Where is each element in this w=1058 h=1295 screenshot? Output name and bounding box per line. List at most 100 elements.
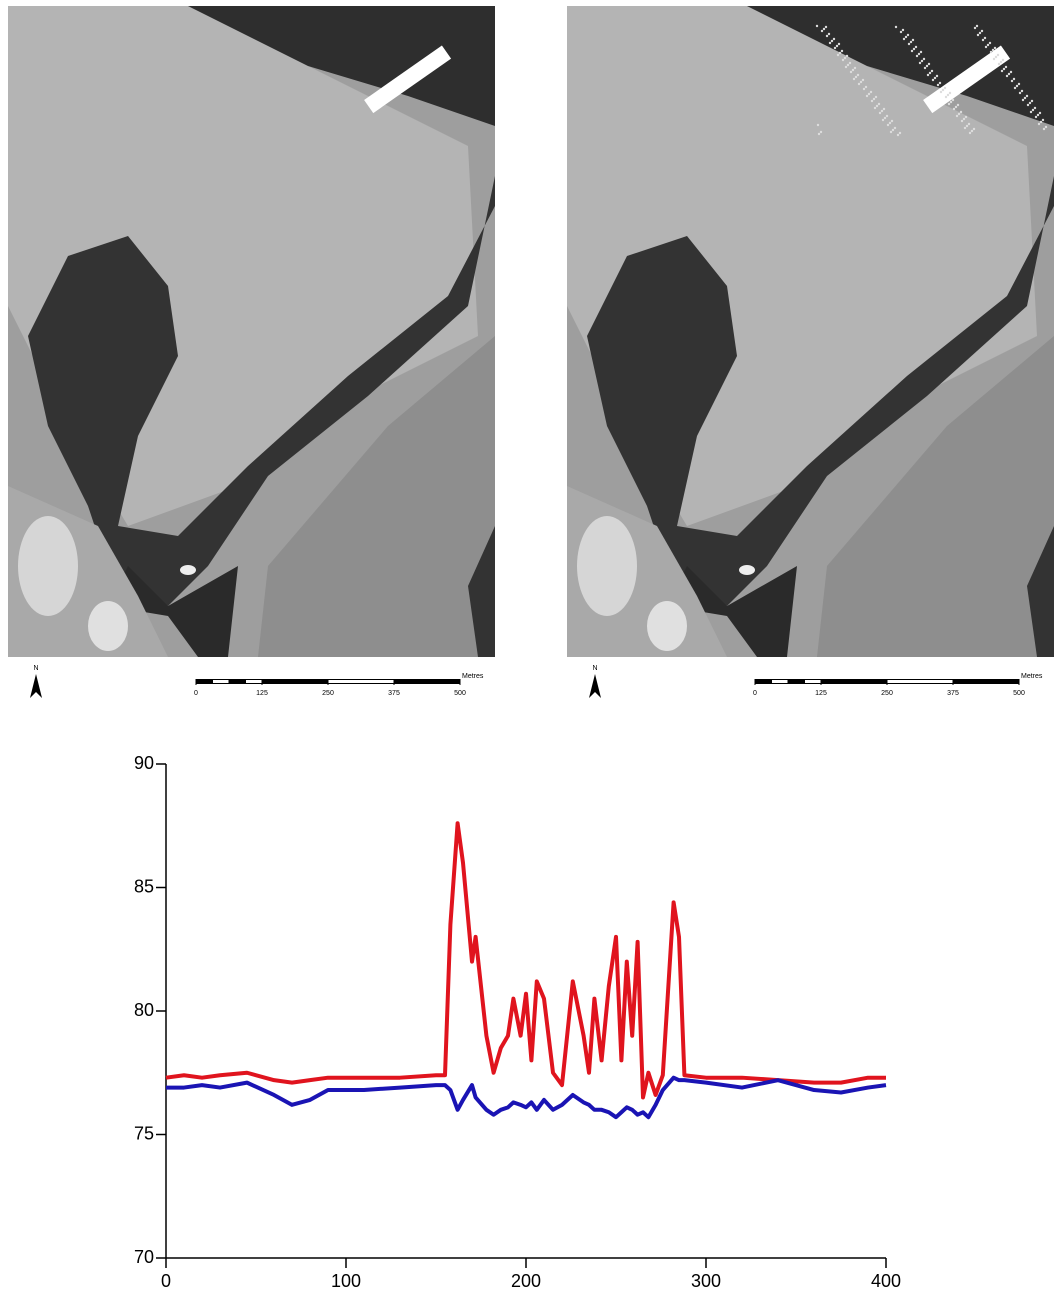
speckle (1005, 74, 1009, 78)
speckle (1021, 98, 1025, 102)
speckle (840, 49, 844, 53)
scale-label: 250 (881, 690, 893, 697)
north-label: N (592, 665, 597, 672)
speckle (1033, 106, 1037, 110)
speckle (1026, 103, 1030, 107)
field-dark-top (188, 6, 495, 126)
speckle (920, 59, 924, 63)
speckle (999, 60, 1003, 64)
speckle (951, 98, 955, 102)
pond (180, 565, 196, 575)
speckle (941, 88, 945, 92)
speckle (835, 44, 839, 48)
speckle (976, 33, 980, 37)
speckle (928, 71, 932, 75)
transect-bar (364, 45, 452, 114)
speckle (994, 55, 998, 59)
speckle (906, 33, 910, 37)
speckle (889, 130, 893, 134)
speckle (1025, 94, 1029, 98)
scale-label: 250 (322, 690, 334, 697)
field-dark-top (747, 6, 1054, 126)
data-line (165, 821, 886, 1100)
speckle (852, 77, 856, 81)
scale-label: 500 (454, 690, 466, 697)
speckle (872, 97, 876, 101)
speckle (849, 70, 853, 74)
speckle (973, 26, 977, 30)
scale-label: 0 (194, 690, 198, 697)
speckle (931, 78, 935, 82)
data-line (166, 1075, 887, 1120)
bright-patch (647, 601, 687, 651)
speckle (981, 38, 985, 42)
speckle (1028, 101, 1032, 105)
pond (739, 565, 755, 575)
speckle (968, 131, 972, 135)
speckle (923, 66, 927, 70)
speckle (1009, 70, 1013, 74)
speckle (894, 25, 898, 29)
speckle (867, 92, 871, 96)
speckle (955, 114, 959, 118)
speckle (1002, 67, 1006, 71)
speckle (959, 110, 963, 114)
speckle (927, 62, 931, 66)
speckle (911, 38, 915, 42)
speckle (845, 54, 849, 58)
speckle (1017, 82, 1021, 86)
y-tick-label: 85 (134, 876, 154, 896)
speckle (986, 43, 990, 47)
speckle (965, 124, 969, 128)
north-label: N (33, 665, 38, 672)
speckle (970, 129, 974, 133)
x-tick-label: 0 (161, 1271, 171, 1291)
speckle (1042, 127, 1046, 131)
scale-bar-white (805, 680, 821, 683)
scale-label: 375 (947, 690, 959, 697)
speckle (862, 87, 866, 91)
speckle (962, 117, 966, 121)
field-lower-right (258, 336, 495, 657)
speckle (933, 76, 937, 80)
speckle (963, 126, 967, 130)
bright-patch (18, 516, 78, 616)
scale-unit: Metres (462, 673, 484, 680)
north-arrow (589, 674, 601, 698)
speckle (989, 50, 993, 54)
speckle (935, 74, 939, 78)
speckle (851, 68, 855, 72)
speckle (904, 35, 908, 39)
river-channel (667, 566, 797, 657)
speckle (983, 36, 987, 40)
speckle (873, 106, 877, 110)
speckle (1034, 115, 1038, 119)
speckle (1015, 84, 1019, 88)
speckle (815, 24, 819, 28)
speckle (832, 37, 836, 41)
speckle (886, 123, 890, 127)
speckle (864, 85, 868, 89)
speckle (838, 51, 842, 55)
speckle (830, 39, 834, 43)
speckle (870, 99, 874, 103)
speckle (972, 127, 976, 131)
speckle (877, 102, 881, 106)
speckle (917, 52, 921, 56)
speckle (888, 121, 892, 125)
speckle (891, 128, 895, 132)
river (587, 176, 1054, 606)
aerial-image (567, 6, 1054, 657)
speckle (885, 114, 889, 118)
speckle (907, 42, 911, 46)
speckle (893, 126, 897, 130)
scale-bar-white (213, 680, 229, 683)
speckle (922, 57, 926, 61)
speckle (844, 65, 848, 69)
y-tick-label: 80 (134, 1000, 154, 1020)
speckle (975, 24, 979, 28)
scale-label: 0 (753, 690, 757, 697)
speckle (819, 130, 823, 134)
speckle (1012, 77, 1016, 81)
speckle (865, 94, 869, 98)
